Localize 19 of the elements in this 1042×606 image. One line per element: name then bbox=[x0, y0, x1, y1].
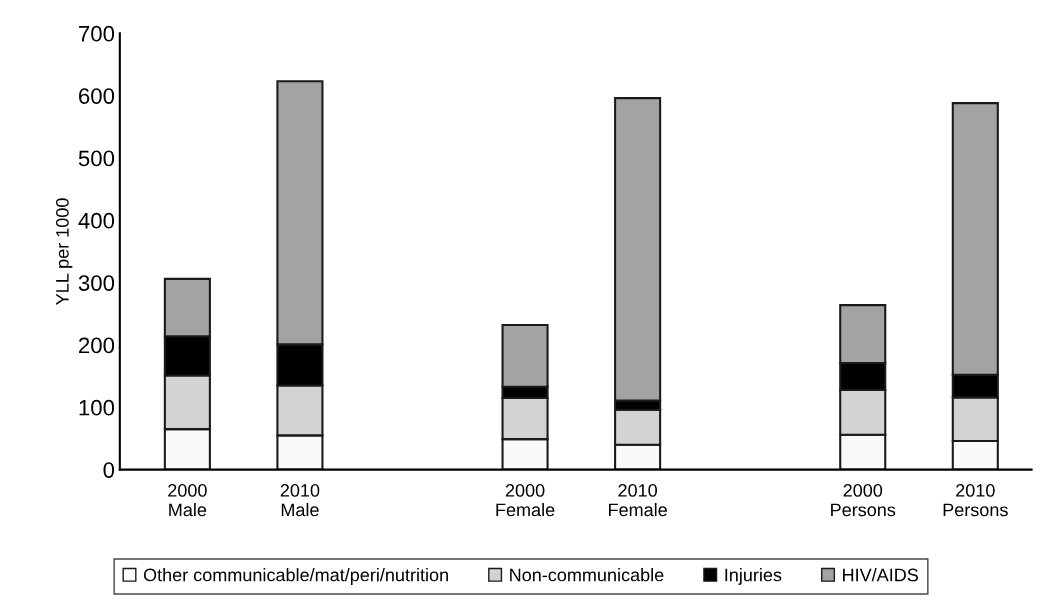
y-tick-label: 700 bbox=[79, 25, 115, 42]
x-tick-label: 2010 Persons bbox=[943, 484, 1008, 517]
x-tick-label: 2000 Persons bbox=[831, 484, 896, 517]
y-axis-title: YLL per 1000 bbox=[55, 198, 73, 305]
y-tick-label: 400 bbox=[78, 212, 115, 229]
y-tick-label: 200 bbox=[79, 337, 115, 354]
legend-label: Other communicable/mat/peri/nutrition bbox=[143, 568, 448, 585]
x-tick-label: 2000 Female bbox=[496, 484, 555, 517]
legend-label: Injuries bbox=[725, 568, 782, 585]
y-tick-label: 600 bbox=[79, 88, 115, 104]
legend-label: Non-communicable bbox=[510, 568, 664, 582]
y-tick-label: 0 bbox=[103, 462, 115, 478]
x-tick-label: 2010 Male bbox=[280, 484, 320, 517]
x-tick-label: 2000 Male bbox=[168, 484, 207, 517]
y-tick-label: 300 bbox=[78, 275, 115, 291]
y-tick-label: 100 bbox=[79, 399, 115, 416]
y-tick-label: 500 bbox=[78, 150, 115, 167]
legend-label: HIV/AIDS bbox=[843, 568, 918, 582]
x-tick-label: 2010 Female bbox=[608, 484, 667, 517]
